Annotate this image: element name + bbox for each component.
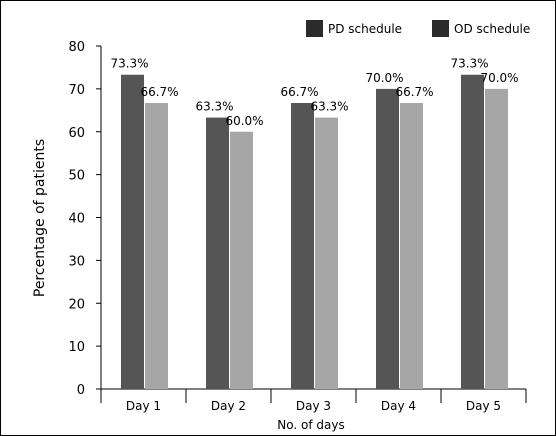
bar-pd — [291, 103, 314, 390]
data-label: 66.7% — [280, 85, 318, 99]
y-tick-label: 0 — [77, 383, 85, 398]
x-tick-label: Day 2 — [211, 399, 246, 413]
bar-od — [230, 131, 253, 389]
y-tick-label: 70 — [68, 83, 85, 98]
x-tick-label: Day 1 — [126, 399, 161, 413]
bar-od — [485, 88, 508, 389]
bar-pd — [461, 74, 484, 389]
legend: PD schedule OD schedule — [306, 20, 530, 37]
bar-pd — [206, 117, 229, 389]
bars — [121, 74, 508, 390]
y-tick-label: 20 — [68, 297, 85, 312]
data-label: 70.0% — [365, 71, 403, 85]
axes: 0 10 20 30 40 50 60 70 80 Day 1 Day 2 Day 3 Day 4 Day… — [68, 40, 527, 413]
data-label: 63.3% — [310, 100, 348, 114]
y-tick-label: 50 — [68, 169, 85, 184]
legend-swatch — [432, 20, 449, 37]
data-label: 73.3% — [110, 57, 148, 71]
bar-od — [145, 103, 168, 390]
legend-label: PD schedule — [328, 22, 402, 36]
legend-swatch — [306, 20, 323, 37]
y-tick-label: 10 — [68, 340, 85, 355]
y-axis-label: Percentage of patients — [32, 139, 48, 297]
data-label: 73.3% — [450, 57, 488, 71]
bar-od — [400, 103, 423, 390]
data-label: 66.7% — [395, 85, 433, 99]
x-tick-label: Day 3 — [296, 399, 331, 413]
y-tick-label: 40 — [68, 212, 85, 227]
data-label: 66.7% — [140, 85, 178, 99]
legend-label: OD schedule — [454, 22, 530, 36]
bar-pd — [376, 88, 399, 389]
data-labels: 73.3%63.3%66.7%70.0%73.3%66.7%60.0%63.3%… — [110, 57, 518, 128]
data-label: 63.3% — [195, 100, 233, 114]
y-tick-label: 80 — [68, 40, 85, 55]
x-axis-label: No. of days — [277, 418, 344, 432]
bar-od — [315, 117, 338, 389]
y-tick-label: 30 — [68, 254, 85, 269]
data-label: 70.0% — [480, 71, 518, 85]
data-label: 60.0% — [225, 114, 263, 128]
x-tick-label: Day 4 — [381, 399, 416, 413]
x-tick-label: Day 5 — [466, 399, 501, 413]
bar-pd — [121, 74, 144, 389]
y-tick-label: 60 — [68, 126, 85, 141]
